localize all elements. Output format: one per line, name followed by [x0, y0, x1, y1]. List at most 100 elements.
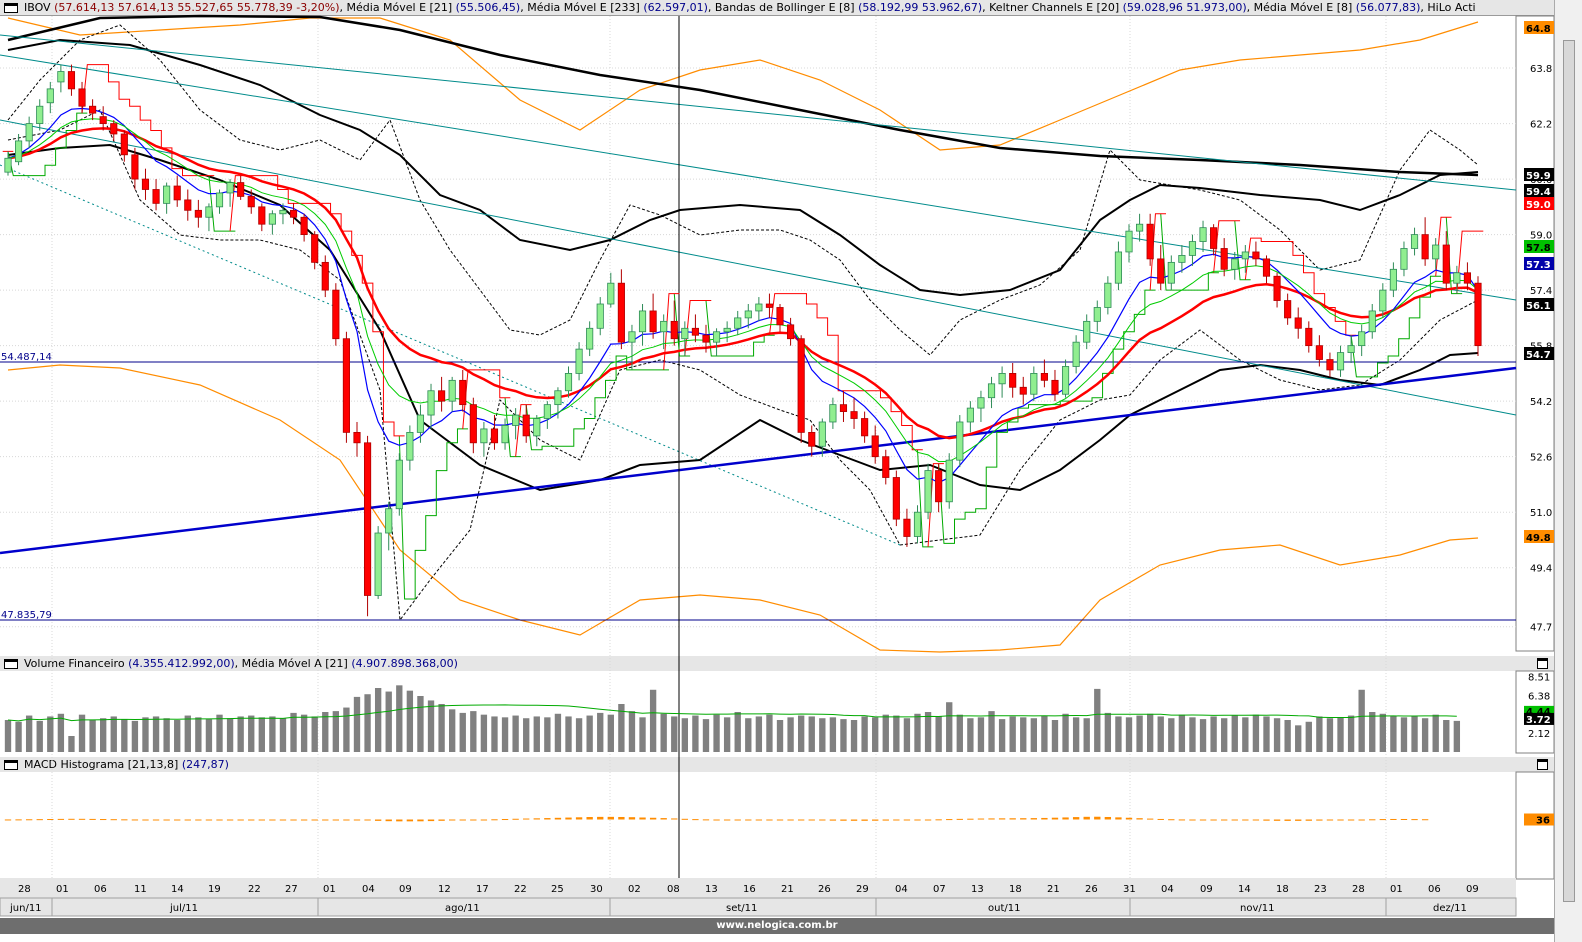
candle-body: [829, 404, 837, 423]
price-badge-label: 57.8: [1526, 243, 1551, 254]
macd-bar: [554, 817, 562, 820]
date-tick-label: 01: [1390, 884, 1403, 895]
panel-menu-icon[interactable]: [4, 2, 18, 13]
volume-bar: [1210, 716, 1217, 752]
macd-bar: [1125, 817, 1133, 820]
candle-body: [1368, 310, 1376, 333]
volume-bar: [1146, 713, 1154, 752]
volume-bar: [1094, 688, 1101, 752]
macd-bar: [840, 819, 847, 821]
candle-body: [363, 442, 372, 596]
candle-body: [998, 373, 1006, 385]
candle-body: [1379, 289, 1387, 312]
candle-body: [913, 511, 922, 537]
candle-body: [797, 338, 805, 433]
price-tick-label: 57.4: [1530, 286, 1552, 297]
date-tick-label: 23: [1314, 884, 1327, 895]
volume-bar: [988, 711, 995, 752]
price-badge: [1524, 184, 1554, 197]
macd-bar: [131, 819, 139, 821]
volume-ma-badge: [1524, 705, 1554, 716]
volume-bar: [1041, 715, 1048, 752]
macd-bar: [406, 819, 414, 822]
candle-body: [1072, 341, 1080, 367]
candle-body: [512, 414, 520, 426]
price-badge-label: 49.8: [1526, 533, 1551, 544]
volume-bar: [438, 704, 445, 752]
volume-tick-label: 6.38: [1528, 691, 1550, 702]
price-tick-label: 63.8: [1530, 64, 1552, 75]
panel-menu-icon[interactable]: [4, 658, 18, 669]
candle-body: [311, 234, 319, 263]
macd-bar: [226, 819, 234, 821]
date-tick-label: 01: [323, 884, 336, 895]
volume-bar: [1443, 720, 1450, 752]
date-tick-label: 17: [476, 884, 489, 895]
macd-bar: [237, 819, 244, 821]
macd-bar: [4, 819, 12, 821]
candle-body: [1136, 223, 1144, 232]
volume-bar: [279, 718, 287, 752]
date-tick-label: 14: [1238, 884, 1251, 895]
volume-bar: [25, 715, 33, 752]
candle-body: [205, 206, 213, 218]
macd-bar: [1390, 818, 1397, 820]
candle-body: [691, 327, 699, 336]
volume-tick-label: 2.12: [1528, 729, 1550, 740]
macd-bar: [332, 819, 340, 821]
macd-bar: [1347, 819, 1355, 821]
maximize-panel-button[interactable]: [1537, 658, 1548, 669]
macd-bar: [1051, 817, 1059, 820]
macd-bar: [36, 819, 43, 821]
macd-bar: [544, 818, 551, 820]
candle-body: [1009, 373, 1017, 388]
volume-bar: [946, 702, 953, 752]
candle-body: [416, 414, 425, 433]
volume-bar: [1263, 716, 1270, 752]
candle-body: [1358, 331, 1366, 347]
macd-bar: [998, 818, 1006, 820]
volume-bar: [258, 717, 265, 752]
candle-body: [787, 324, 795, 340]
macd-badge-label: 36: [1536, 816, 1550, 827]
ema21-line: [7, 127, 1479, 440]
macd-bar: [1146, 818, 1154, 820]
macd-bar: [755, 819, 763, 821]
macd-bar: [1231, 819, 1238, 821]
candle-body: [1421, 234, 1429, 260]
macd-legend: MACD Histograma [21,13,8] (247,87): [24, 758, 229, 771]
date-tick-label: 19: [208, 884, 221, 895]
candle-body: [78, 88, 86, 107]
macd-bar: [1421, 819, 1429, 821]
date-tick-label: 01: [56, 884, 69, 895]
date-tick-label: 09: [1200, 884, 1213, 895]
bollinger-label: Bandas de Bollinger E [8]: [714, 1, 855, 14]
candle-body: [1146, 223, 1154, 260]
bollinger-black-upper: [7, 38, 1479, 297]
price-badge: [1524, 168, 1554, 181]
panel-menu-icon[interactable]: [4, 759, 18, 770]
date-tick-label: 29: [856, 884, 869, 895]
vertical-scrollbar[interactable]: [1554, 0, 1582, 942]
macd-bar: [893, 819, 900, 821]
bollinger-upper: [7, 24, 1479, 356]
macd-bar: [1062, 817, 1069, 820]
ema21-value: (55.506,45): [455, 1, 521, 14]
volume-bar: [649, 689, 657, 752]
volume-bar: [755, 716, 763, 752]
macd-bar: [808, 819, 815, 821]
volume-bar: [702, 719, 710, 752]
volume-bar: [1157, 716, 1164, 752]
volume-bar: [1252, 714, 1260, 752]
candle-body: [1093, 307, 1101, 322]
scrollbar-thumb[interactable]: [1563, 40, 1575, 902]
horizontal-level-label: 47.835,79: [1, 610, 52, 621]
maximize-panel-button[interactable]: [1537, 759, 1548, 770]
volume-bar: [449, 709, 456, 752]
candle-body: [226, 182, 234, 194]
volume-bar: [1421, 718, 1429, 752]
macd-bar: [470, 819, 477, 821]
candle-body: [215, 192, 224, 208]
macd-bar: [459, 819, 466, 821]
